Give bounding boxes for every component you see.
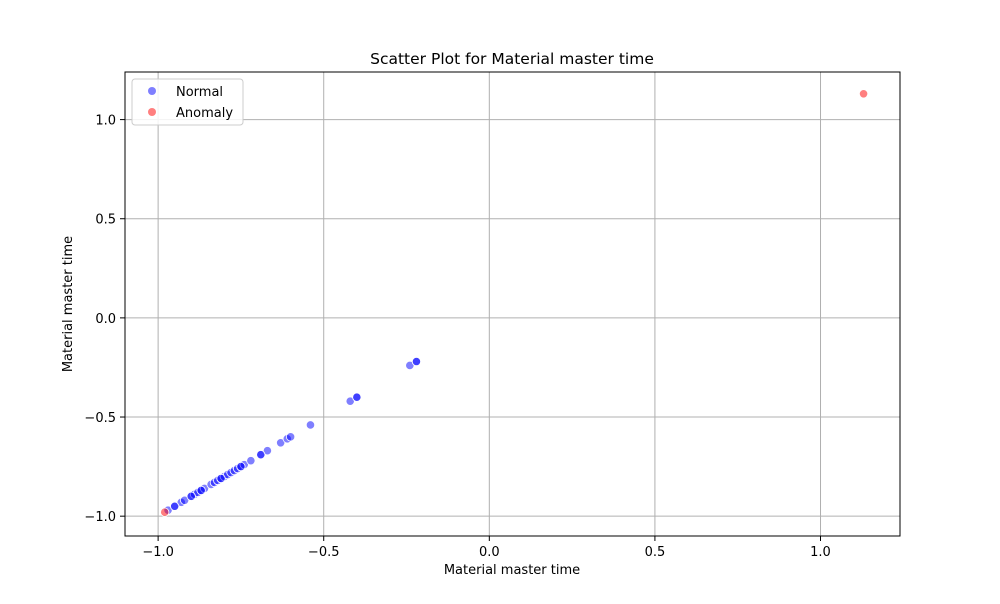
- x-tick-label: 0.5: [645, 545, 666, 560]
- data-point-normal: [180, 495, 190, 505]
- data-point-normal: [285, 432, 296, 442]
- grid-lines: [125, 72, 900, 536]
- legend-normal-label: Normal: [176, 85, 223, 100]
- series-anomaly: [160, 89, 869, 517]
- data-point-normal: [236, 461, 246, 472]
- data-point-normal: [170, 501, 180, 511]
- data-point-normal: [186, 491, 196, 501]
- plot-area-frame: [124, 71, 901, 537]
- y-tick-label: 0.0: [95, 312, 116, 327]
- data-point-normal: [196, 485, 206, 495]
- data-point-normal: [262, 446, 273, 456]
- data-point-normal: [216, 473, 226, 484]
- y-tick-label: −1.0: [84, 510, 116, 525]
- data-point-normal: [411, 356, 422, 367]
- y-tick-label: 1.0: [95, 114, 116, 129]
- legend-anomaly-marker: [148, 108, 156, 116]
- data-point-normal: [405, 360, 415, 371]
- data-points: [160, 89, 869, 517]
- data-point-anomaly: [160, 507, 170, 517]
- data-point-normal: [256, 450, 266, 460]
- chart-title: Scatter Plot for Material master time: [370, 50, 654, 68]
- data-point-normal: [345, 396, 355, 406]
- x-tick-label: −1.0: [142, 545, 174, 560]
- x-tick-label: −0.5: [308, 545, 340, 560]
- axis-ticks: −1.0 −0.5 0.0 0.5 1.0 −1.0 −0.5 0.0 0.5 1.0: [84, 114, 830, 560]
- y-tick-label: −0.5: [84, 411, 116, 426]
- legend: Normal Anomaly: [131, 78, 244, 126]
- data-point-normal: [352, 392, 362, 402]
- legend-normal-marker: [148, 87, 156, 95]
- y-axis-label: Material master time: [61, 236, 76, 372]
- legend-anomaly-label: Anomaly: [176, 106, 233, 121]
- data-point-normal: [276, 438, 286, 448]
- x-tick-label: 0.0: [479, 545, 500, 560]
- x-axis-label: Material master time: [444, 563, 580, 578]
- data-point-normal: [246, 456, 256, 466]
- legend-box: [131, 78, 244, 126]
- series-normal: [163, 356, 422, 515]
- x-tick-label: 1.0: [810, 545, 831, 560]
- y-tick-label: 0.5: [95, 213, 116, 228]
- data-point-anomaly: [858, 89, 869, 99]
- data-point-normal: [305, 420, 316, 430]
